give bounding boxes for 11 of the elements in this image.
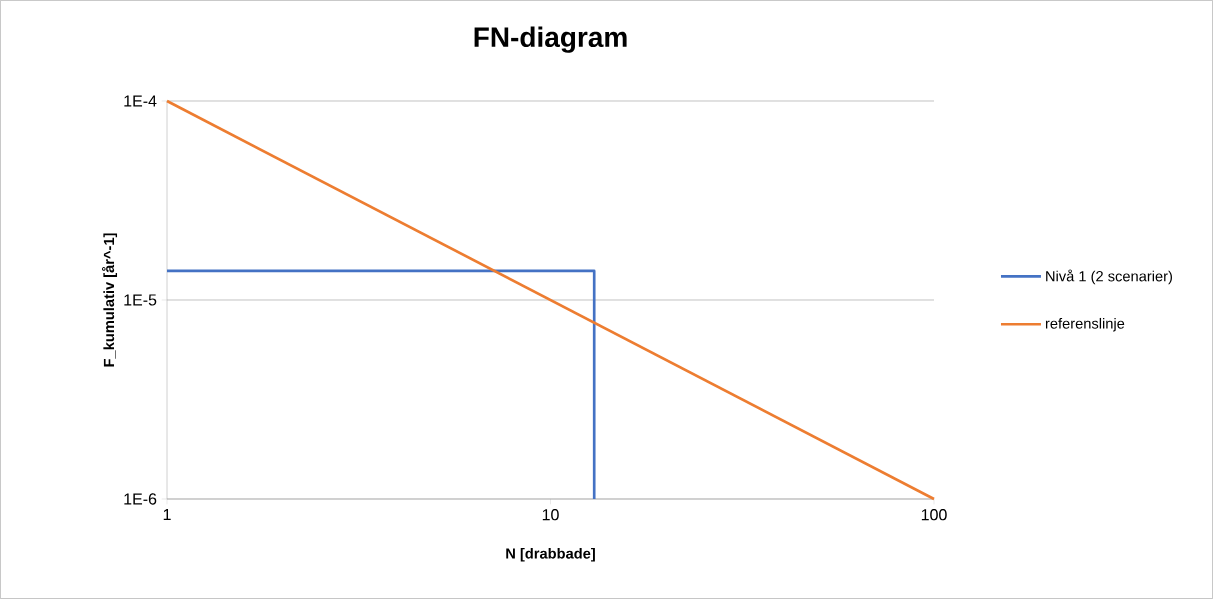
- x-tick-label: 10: [542, 509, 559, 521]
- legend-label: Nivå 1 (2 scenarier): [1046, 269, 1172, 285]
- y-axis-title: F_kumulativ [år^-1]: [101, 233, 118, 367]
- x-axis-title: N [drabbade]: [506, 547, 595, 562]
- legend-label: referenslinje: [1045, 317, 1125, 332]
- y-tick-label: 1E-4: [124, 95, 157, 107]
- y-tick-label: 1E-6: [124, 493, 157, 505]
- x-tick-label: 100: [921, 509, 947, 521]
- x-tick-label: 1: [163, 509, 171, 521]
- chart-title: FN-diagram: [474, 26, 627, 53]
- y-tick-label: 1E-5: [124, 294, 157, 306]
